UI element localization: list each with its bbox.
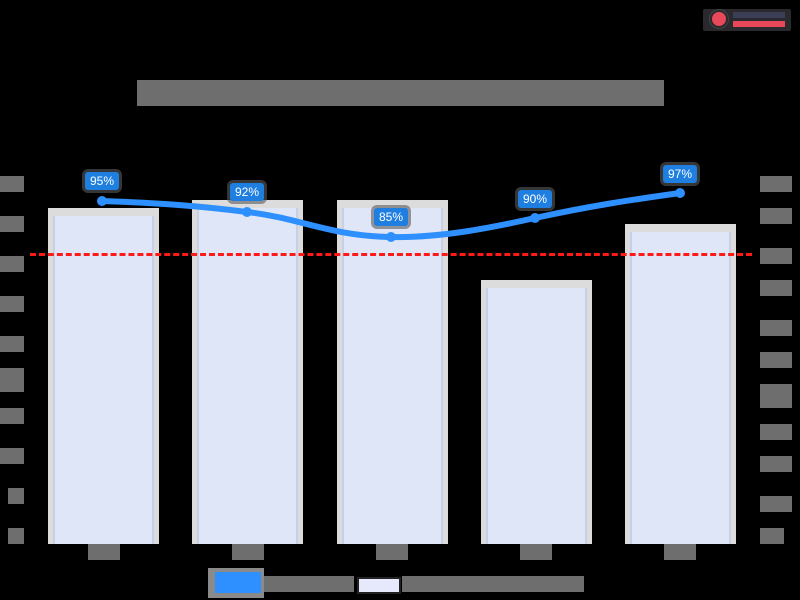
legend-line-swatch: [215, 572, 261, 593]
left-axis-label: [0, 448, 24, 464]
point-4: [530, 213, 540, 223]
data-label-2: 92%: [230, 183, 264, 201]
right-axis-label: [760, 176, 792, 192]
left-axis-label: [8, 528, 24, 544]
logo-text-redacted: [733, 12, 785, 18]
data-label-1: 95%: [85, 172, 119, 190]
left-axis-label: [0, 296, 24, 312]
right-axis-label: [760, 280, 792, 296]
left-axis-label: [0, 408, 24, 424]
right-axis-label: [760, 384, 792, 408]
bar-3: [337, 200, 448, 544]
right-axis-label: [760, 456, 792, 472]
x-axis-label: [664, 544, 696, 560]
logo-subtext-redacted: [733, 21, 785, 27]
chart-title-redacted: [137, 80, 664, 106]
point-1: [97, 196, 107, 206]
data-label-4: 90%: [518, 190, 552, 208]
right-axis-label: [760, 248, 792, 264]
threshold-line: [30, 253, 752, 256]
x-axis-label: [88, 544, 120, 560]
right-axis-label: [760, 352, 792, 368]
right-axis-label: [760, 424, 792, 440]
logo-icon: [712, 12, 726, 26]
left-axis-label: [0, 216, 24, 232]
data-label-5: 97%: [663, 165, 697, 183]
point-2: [242, 207, 252, 217]
left-axis-label: [0, 256, 24, 272]
x-axis-label: [232, 544, 264, 560]
point-5: [675, 188, 685, 198]
left-axis-label: [0, 176, 24, 192]
right-axis-label: [760, 320, 792, 336]
left-axis-label: [0, 336, 24, 352]
x-axis-label: [376, 544, 408, 560]
brand-logo: [703, 9, 791, 31]
legend-bar-label-redacted: [402, 576, 584, 592]
point-3: [386, 232, 396, 242]
left-axis-label: [8, 488, 24, 504]
x-axis-label: [520, 544, 552, 560]
data-label-3: 85%: [374, 208, 408, 226]
legend-line-label-redacted: [264, 576, 354, 592]
bar-5: [625, 224, 736, 544]
legend-bar-swatch: [357, 577, 401, 594]
right-axis-label: [760, 528, 784, 544]
right-axis-label: [760, 208, 792, 224]
right-axis-label: [760, 496, 792, 512]
bar-4: [481, 280, 592, 544]
bar-2: [192, 200, 303, 544]
left-axis-label: [0, 368, 24, 392]
bar-1: [48, 208, 159, 544]
